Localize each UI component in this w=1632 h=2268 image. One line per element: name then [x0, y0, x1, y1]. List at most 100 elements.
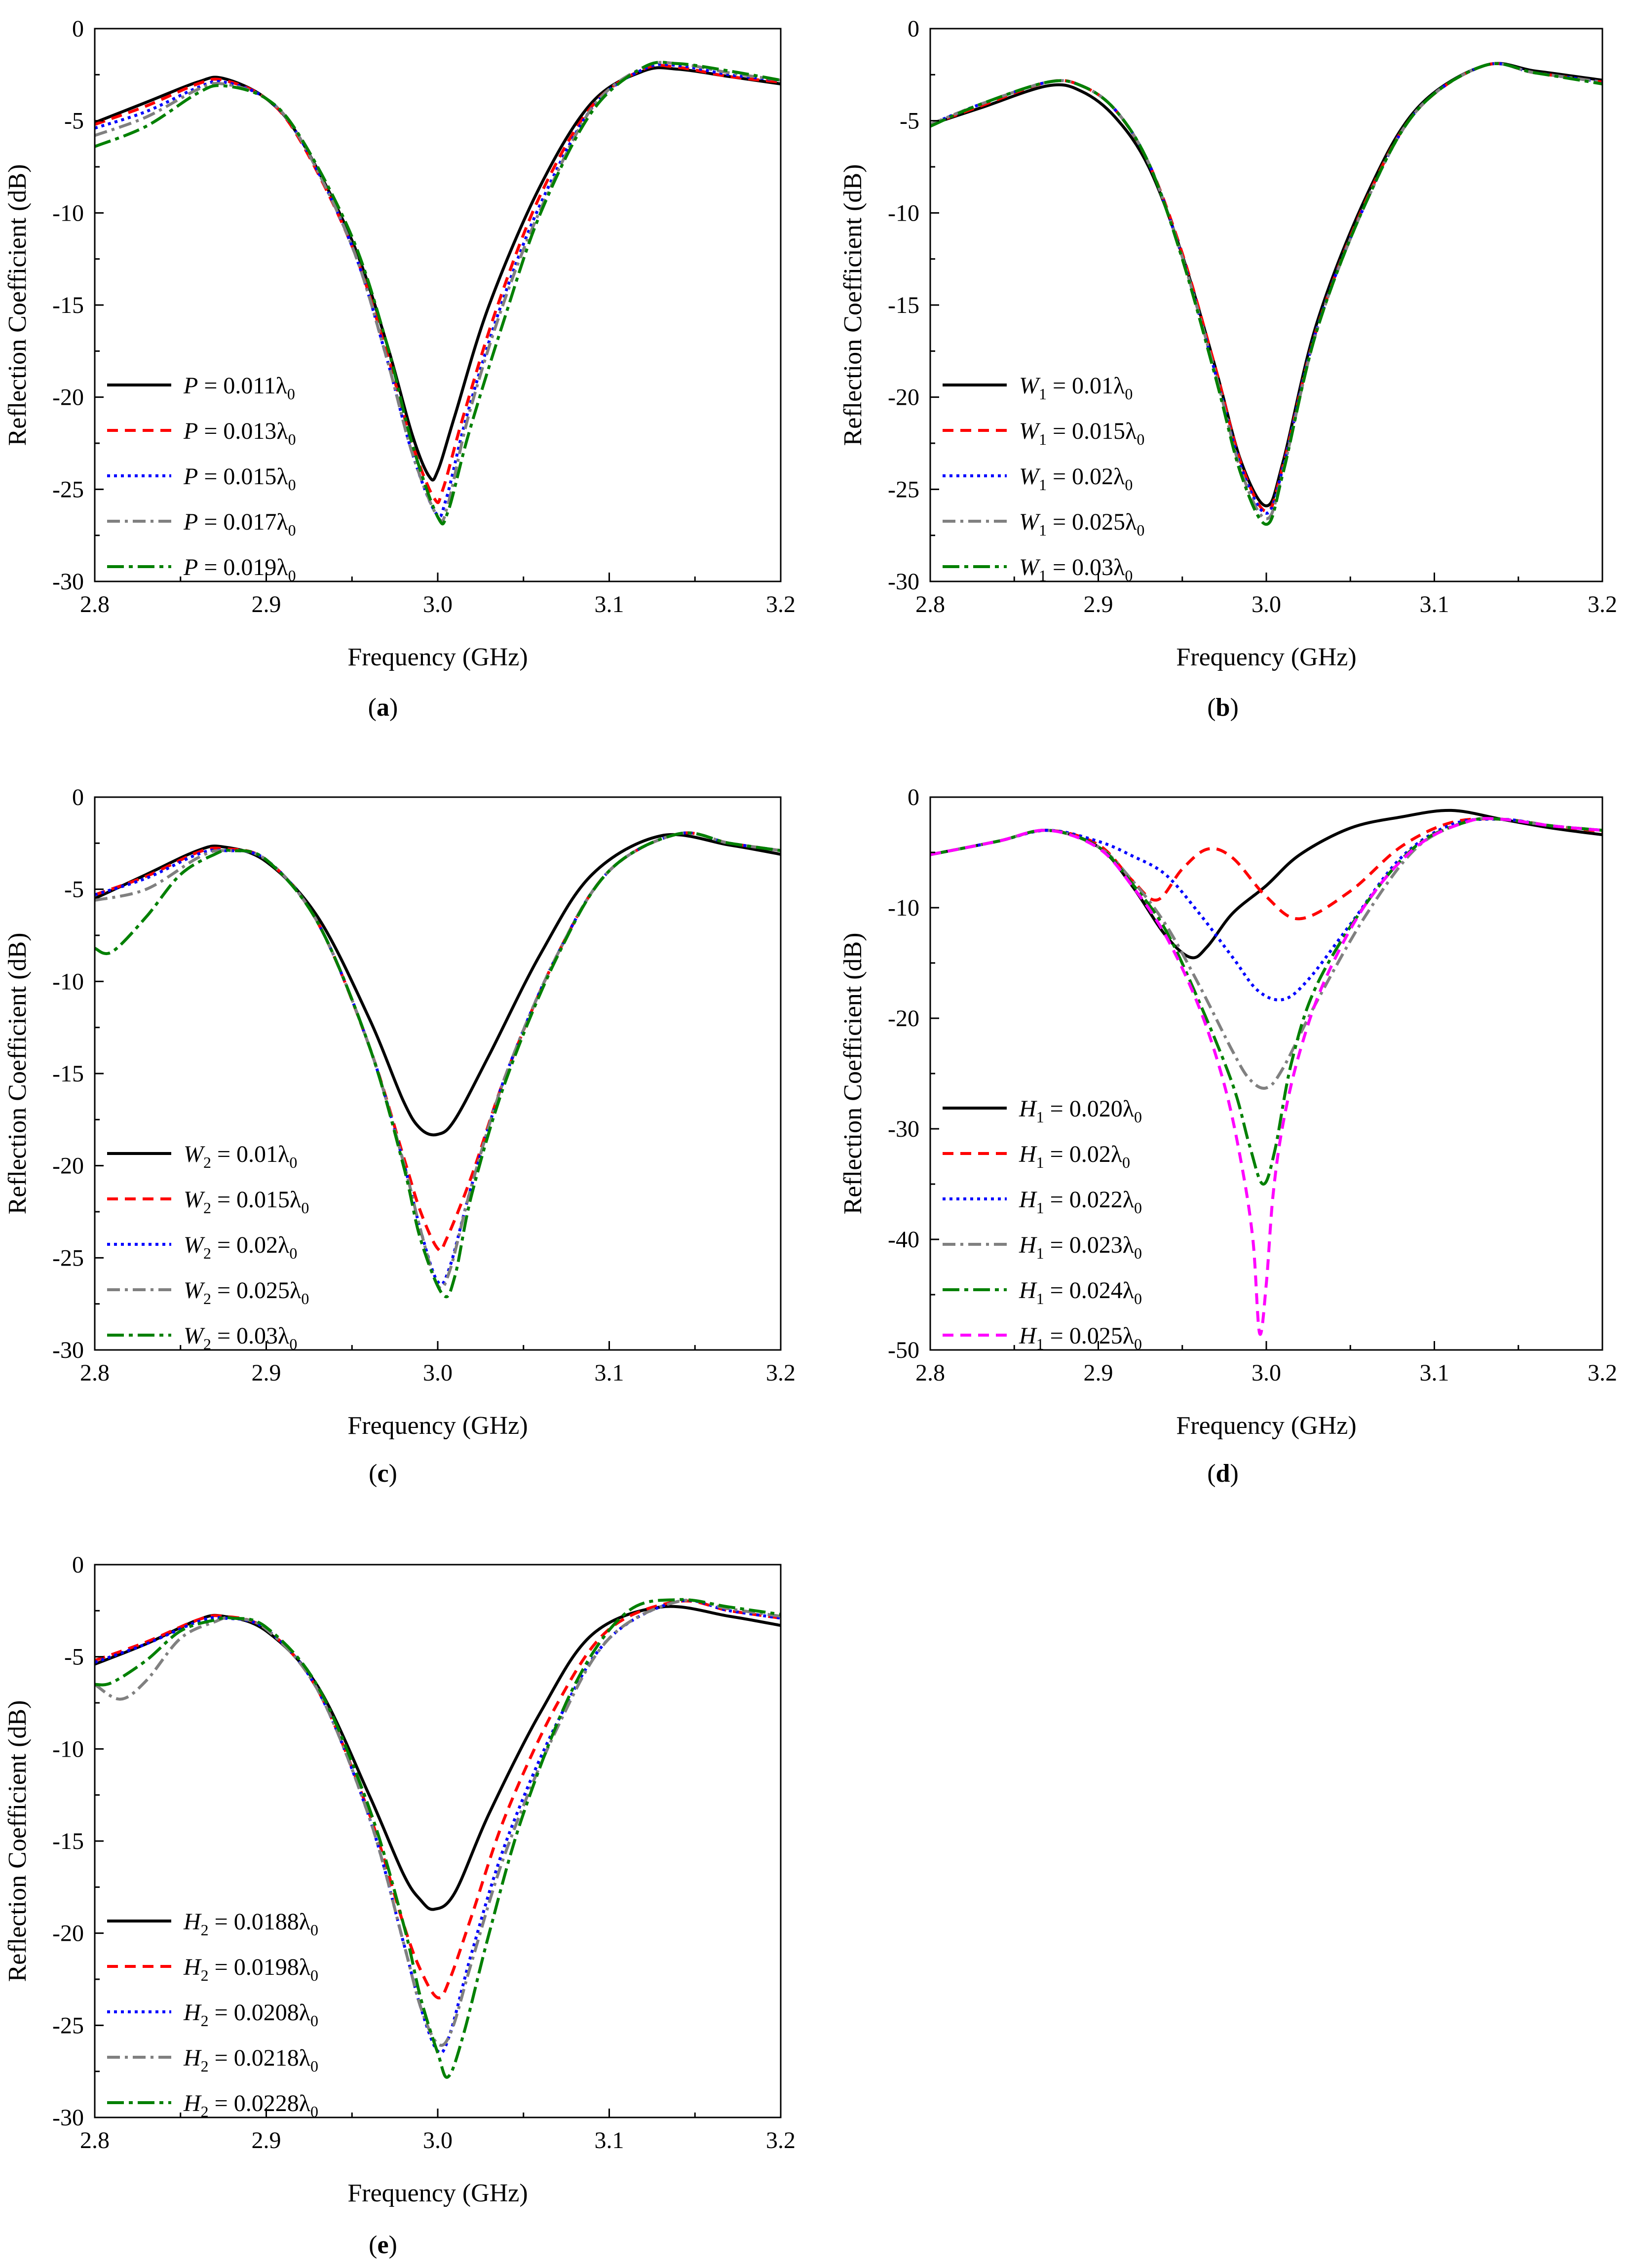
legend: H2 = 0.0188λ0 H2 = 0.0198λ0 H2 = 0.0208λ0 H…	[107, 1909, 318, 2120]
chart-panel-1: 2.8 2.9 3.0 3.1 3.2 0 -5 -10 -15 -20 -25 -30 Frequen…	[3, 16, 796, 722]
x-axis-label: Frequency (GHz)	[1176, 1412, 1356, 1440]
legend-entry-2: H1 = 0.02λ0	[1019, 1141, 1130, 1171]
x-tick-label: 2.8	[80, 1360, 110, 1386]
x-tick-label: 2.9	[1084, 1360, 1113, 1386]
legend-entry-4: W2 = 0.025λ0	[184, 1277, 309, 1307]
x-tick-label: 2.8	[80, 591, 110, 617]
series-line-1	[95, 833, 781, 1137]
legend-entry-4: P = 0.017λ0	[183, 509, 296, 539]
x-tick-label: 3.2	[766, 1360, 796, 1386]
x-tick-label: 3.2	[1588, 1360, 1617, 1386]
legend: W1 = 0.01λ0 W1 = 0.015λ0 W1 = 0.02λ0 W1 = 0…	[943, 373, 1144, 584]
axes-frame	[929, 28, 1603, 582]
series-group	[930, 62, 1602, 526]
legend-entry-1: H1 = 0.020λ0	[1019, 1096, 1142, 1126]
legend-entry-1: W1 = 0.01λ0	[1019, 373, 1133, 403]
legend-entry-1: W2 = 0.01λ0	[184, 1141, 297, 1171]
x-tick-label: 3.1	[1420, 591, 1449, 617]
y-tick-label: -30	[888, 1116, 919, 1142]
y-tick-label: -40	[888, 1227, 919, 1253]
legend-entry-3: H2 = 0.0208λ0	[183, 1999, 318, 2030]
series-line-3	[930, 817, 1602, 1001]
y-axis-label: Reflection Coefficient (dB)	[839, 933, 867, 1215]
legend-entry-2: H2 = 0.0198λ0	[183, 1954, 318, 1984]
legend: H1 = 0.020λ0 H1 = 0.02λ0 H1 = 0.022λ0 H1 = …	[943, 1096, 1142, 1353]
y-tick-label: 0	[72, 784, 84, 810]
series-line-2	[930, 817, 1602, 921]
series-group	[95, 61, 781, 526]
y-tick-label: 0	[72, 16, 84, 42]
legend: W2 = 0.01λ0 W2 = 0.015λ0 W2 = 0.02λ0 W2 = 0…	[107, 1141, 309, 1353]
x-tick-label: 2.8	[915, 591, 945, 617]
y-tick-label: -25	[52, 476, 84, 502]
series-line-4	[95, 1598, 781, 2047]
x-tick-label: 3.2	[766, 2127, 796, 2153]
series-line-3	[95, 831, 781, 1286]
legend-entry-4: W1 = 0.025λ0	[1019, 509, 1144, 539]
series-line-3	[930, 62, 1602, 515]
y-tick-label: -20	[52, 384, 84, 411]
series-line-4	[95, 61, 781, 523]
x-tick-label: 3.2	[766, 591, 796, 617]
y-tick-label: -20	[888, 1005, 919, 1032]
series-line-5	[930, 817, 1602, 1186]
series-line-1	[95, 1605, 781, 1911]
panel-caption: (a)	[368, 693, 398, 722]
legend-entry-5: W1 = 0.03λ0	[1019, 554, 1133, 584]
y-axis-label: Reflection Coefficient (dB)	[839, 164, 867, 446]
series-line-3	[95, 1599, 781, 2055]
legend-entry-5: H2 = 0.0228λ0	[183, 2090, 318, 2120]
y-tick-label: -30	[888, 569, 919, 595]
series-line-3	[95, 63, 781, 518]
series-line-5	[95, 61, 781, 526]
legend-entry-3: P = 0.015λ0	[183, 463, 296, 494]
y-tick-label: -20	[52, 1921, 84, 1947]
x-tick-label: 2.9	[252, 2127, 281, 2153]
legend-entry-3: W2 = 0.02λ0	[184, 1232, 297, 1262]
series-line-2	[95, 1599, 781, 1999]
y-tick-label: -25	[888, 476, 919, 502]
legend-entry-3: H1 = 0.022λ0	[1019, 1187, 1142, 1217]
series-line-5	[95, 1598, 781, 2079]
x-tick-label: 3.2	[1588, 591, 1617, 617]
legend-entry-6: H1 = 0.025λ0	[1019, 1323, 1142, 1353]
legend-entry-4: H1 = 0.023λ0	[1019, 1232, 1142, 1262]
y-axis-label: Reflection Coefficient (dB)	[3, 933, 32, 1215]
series-line-2	[930, 62, 1602, 513]
panel-caption: (c)	[369, 1460, 397, 1488]
chart-panel-2: 2.8 2.9 3.0 3.1 3.2 0 -5 -10 -15 -20 -25 -30 Frequen…	[839, 16, 1617, 722]
y-tick-label: -15	[52, 292, 84, 318]
y-tick-label: -15	[52, 1828, 84, 1854]
series-line-5	[95, 831, 781, 1299]
x-tick-label: 3.0	[423, 1360, 453, 1386]
series-line-6	[930, 817, 1602, 1336]
y-tick-label: -30	[52, 569, 84, 595]
x-axis-label: Frequency (GHz)	[347, 2179, 528, 2207]
axes-frame	[94, 28, 782, 582]
series-line-5	[930, 62, 1602, 526]
x-axis-label: Frequency (GHz)	[347, 643, 528, 671]
x-tick-label: 2.9	[1084, 591, 1113, 617]
legend-entry-5: H1 = 0.024λ0	[1019, 1277, 1142, 1307]
x-tick-label: 2.8	[915, 1360, 945, 1386]
y-axis-label: Reflection Coefficient (dB)	[3, 1700, 32, 1982]
axes-frame	[94, 796, 782, 1351]
y-tick-label: -5	[900, 108, 919, 134]
y-tick-label: -5	[64, 877, 84, 903]
chart-panel-3: 2.8 2.9 3.0 3.1 3.2 0 -5 -10 -15 -20 -25 -30 Frequen…	[3, 784, 796, 1488]
legend-entry-5: P = 0.019λ0	[183, 554, 296, 584]
x-tick-label: 3.1	[595, 591, 624, 617]
series-line-4	[95, 831, 781, 1290]
y-tick-label: -10	[52, 968, 84, 995]
legend-entry-1: H2 = 0.0188λ0	[183, 1909, 318, 1939]
chart-panel-4: 2.8 2.9 3.0 3.1 3.2 0 -10 -20 -30 -40 -50 Frequency…	[839, 784, 1617, 1488]
legend: P = 0.011λ0 P = 0.013λ0 P = 0.015λ0 P = 0.0…	[107, 373, 296, 584]
chart-panel-5: 2.8 2.9 3.0 3.1 3.2 0 -5 -10 -15 -20 -25 -30 Frequen…	[3, 1552, 796, 2259]
y-tick-label: -20	[888, 384, 919, 411]
panel-caption: (b)	[1207, 693, 1239, 722]
x-tick-label: 3.0	[1252, 1360, 1281, 1386]
series-line-4	[930, 62, 1602, 521]
y-tick-label: -50	[888, 1337, 919, 1363]
x-tick-label: 2.9	[252, 591, 281, 617]
